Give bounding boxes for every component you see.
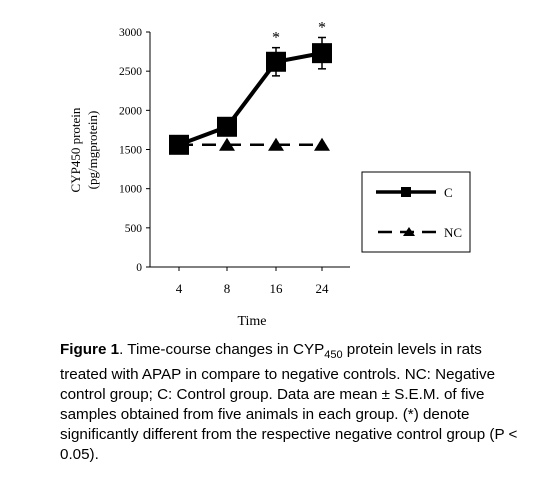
legend-label-c: C	[444, 185, 453, 200]
series-c-point	[312, 43, 332, 64]
y-axis-title: CYP450 protein (pg/mgprotein)	[68, 107, 100, 192]
significance-marker: *	[318, 19, 326, 36]
caption-label: Figure 1	[60, 341, 120, 358]
axes: 0 500 1000 1500 2000 2500 3000 4 8 16 24	[119, 27, 350, 296]
x-tick-label: 24	[316, 281, 330, 296]
legend: C NC	[361, 171, 471, 253]
x-tick-label: 16	[270, 281, 284, 296]
y-tick-label: 1000	[119, 184, 142, 196]
y-tick-label: 1500	[119, 145, 142, 157]
y-axis-label-line2: (pg/mgprotein)	[85, 111, 100, 190]
caption-text-2: protein levels in rats treated with APAP…	[60, 341, 518, 464]
series-nc-point	[219, 137, 235, 151]
legend-marker-c	[401, 187, 411, 197]
series-c-line	[178, 51, 323, 147]
series-c-point	[217, 116, 237, 137]
x-tick-label: 8	[224, 281, 231, 296]
series-c-point	[266, 51, 286, 72]
x-tick-label: 4	[176, 281, 183, 296]
y-tick-label: 2500	[119, 66, 142, 78]
caption-subscript: 450	[324, 349, 343, 362]
figure-caption: Figure 1. Time-course changes in CYP450 …	[60, 340, 530, 465]
y-tick-label: 3000	[119, 27, 142, 39]
x-axis-label: Time	[237, 314, 266, 329]
legend-box	[361, 171, 471, 253]
series-nc-point	[268, 137, 284, 151]
series-layer: **	[169, 19, 332, 155]
significance-marker: *	[272, 30, 280, 47]
y-tick-label: 500	[125, 223, 143, 235]
y-axis-label-line1: CYP450 protein	[68, 107, 83, 192]
series-nc-point	[314, 137, 330, 151]
legend-label-nc: NC	[444, 225, 462, 240]
legend-marker-nc	[403, 227, 415, 236]
caption-text-1: . Time-course changes in CYP	[119, 341, 325, 358]
y-tick-label: 2000	[119, 105, 142, 117]
chart: CYP450 protein (pg/mgprotein) 0 500 1000 15…	[68, 19, 471, 329]
y-tick-label: 0	[136, 262, 142, 274]
series-c-point	[169, 134, 189, 155]
